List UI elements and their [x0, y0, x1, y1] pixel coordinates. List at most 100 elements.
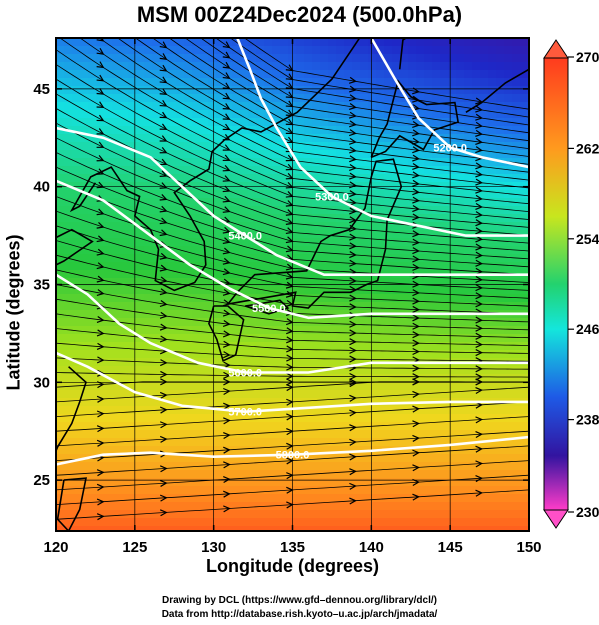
field-cell: [504, 94, 513, 103]
field-cell: [392, 158, 401, 167]
wind-arrow: [412, 464, 420, 472]
field-cell: [304, 398, 313, 407]
field-cell: [152, 478, 161, 487]
field-cell: [120, 470, 129, 479]
field-cell: [208, 262, 217, 271]
field-cell: [56, 126, 65, 135]
field-cell: [96, 278, 105, 287]
field-cell: [360, 222, 369, 231]
field-cell: [232, 318, 241, 327]
field-cell: [144, 110, 153, 119]
field-cell: [464, 286, 473, 295]
field-cell: [104, 70, 113, 79]
field-cell: [168, 222, 177, 231]
field-cell: [408, 414, 417, 423]
field-cell: [224, 126, 233, 135]
field-cell: [160, 326, 169, 335]
field-cell: [104, 78, 113, 87]
x-tick-label: 125: [122, 539, 147, 556]
field-cell: [80, 142, 89, 151]
wind-arrow: [160, 18, 167, 24]
field-cell: [200, 302, 209, 311]
field-cell: [304, 406, 313, 415]
field-cell: [320, 78, 329, 87]
field-cell: [184, 198, 193, 207]
wind-arrow: [222, 257, 231, 265]
streamline: [56, 152, 529, 260]
field-cell: [344, 462, 353, 471]
field-cell: [328, 390, 337, 399]
field-cell: [264, 526, 273, 531]
field-cell: [152, 470, 161, 479]
field-cell: [240, 446, 249, 455]
field-cell: [80, 310, 89, 319]
field-cell: [328, 342, 337, 351]
field-cell: [80, 502, 89, 511]
field-cell: [464, 70, 473, 79]
field-cell: [64, 430, 73, 439]
field-cell: [328, 486, 337, 495]
field-cell: [312, 142, 321, 151]
streamline: [56, 386, 529, 417]
field-cell: [56, 158, 65, 167]
wind-arrow: [223, 371, 231, 379]
field-cell: [304, 222, 313, 231]
field-cell: [352, 334, 361, 343]
field-cell: [144, 326, 153, 335]
field-cell: [520, 494, 529, 503]
field-cell: [464, 382, 473, 391]
field-cell: [304, 102, 313, 111]
field-cell: [248, 270, 257, 279]
field-cell: [368, 174, 377, 183]
field-cell: [496, 102, 505, 111]
field-cell: [304, 286, 313, 295]
field-cell: [64, 478, 73, 487]
colorbar-top-triangle: [543, 39, 569, 59]
field-cell: [128, 262, 137, 271]
field-cell: [496, 190, 505, 199]
field-cell: [112, 286, 121, 295]
field-cell: [376, 510, 385, 519]
field-cell: [440, 62, 449, 71]
field-cell: [280, 318, 289, 327]
field-cell: [392, 110, 401, 119]
field-cell: [272, 150, 281, 159]
field-cell: [232, 454, 241, 463]
field-cell: [104, 190, 113, 199]
field-cell: [224, 254, 233, 263]
field-cell: [488, 102, 497, 111]
field-cell: [352, 414, 361, 423]
field-cell: [424, 134, 433, 143]
field-cell: [104, 46, 113, 55]
field-cell: [192, 526, 201, 531]
field-cell: [88, 446, 97, 455]
field-cell: [416, 62, 425, 71]
field-cell: [304, 374, 313, 383]
field-cell: [88, 462, 97, 471]
field-cell: [336, 502, 345, 511]
field-cell: [448, 94, 457, 103]
wind-arrow: [159, 76, 168, 84]
field-cell: [408, 142, 417, 151]
field-cell: [512, 118, 521, 127]
field-cell: [312, 398, 321, 407]
field-cell: [144, 510, 153, 519]
field-cell: [352, 230, 361, 239]
field-cell: [392, 350, 401, 359]
field-cell: [176, 374, 185, 383]
field-cell: [152, 374, 161, 383]
field-cell: [216, 78, 225, 87]
field-cell: [104, 454, 113, 463]
field-cell: [312, 222, 321, 231]
field-cell: [256, 70, 265, 79]
field-cell: [328, 142, 337, 151]
field-cell: [328, 366, 337, 375]
field-cell: [448, 86, 457, 95]
field-cell: [72, 430, 81, 439]
field-cell: [312, 166, 321, 175]
field-cell: [480, 134, 489, 143]
field-cell: [208, 470, 217, 479]
field-cell: [72, 326, 81, 335]
field-cell: [136, 166, 145, 175]
field-cell: [296, 190, 305, 199]
